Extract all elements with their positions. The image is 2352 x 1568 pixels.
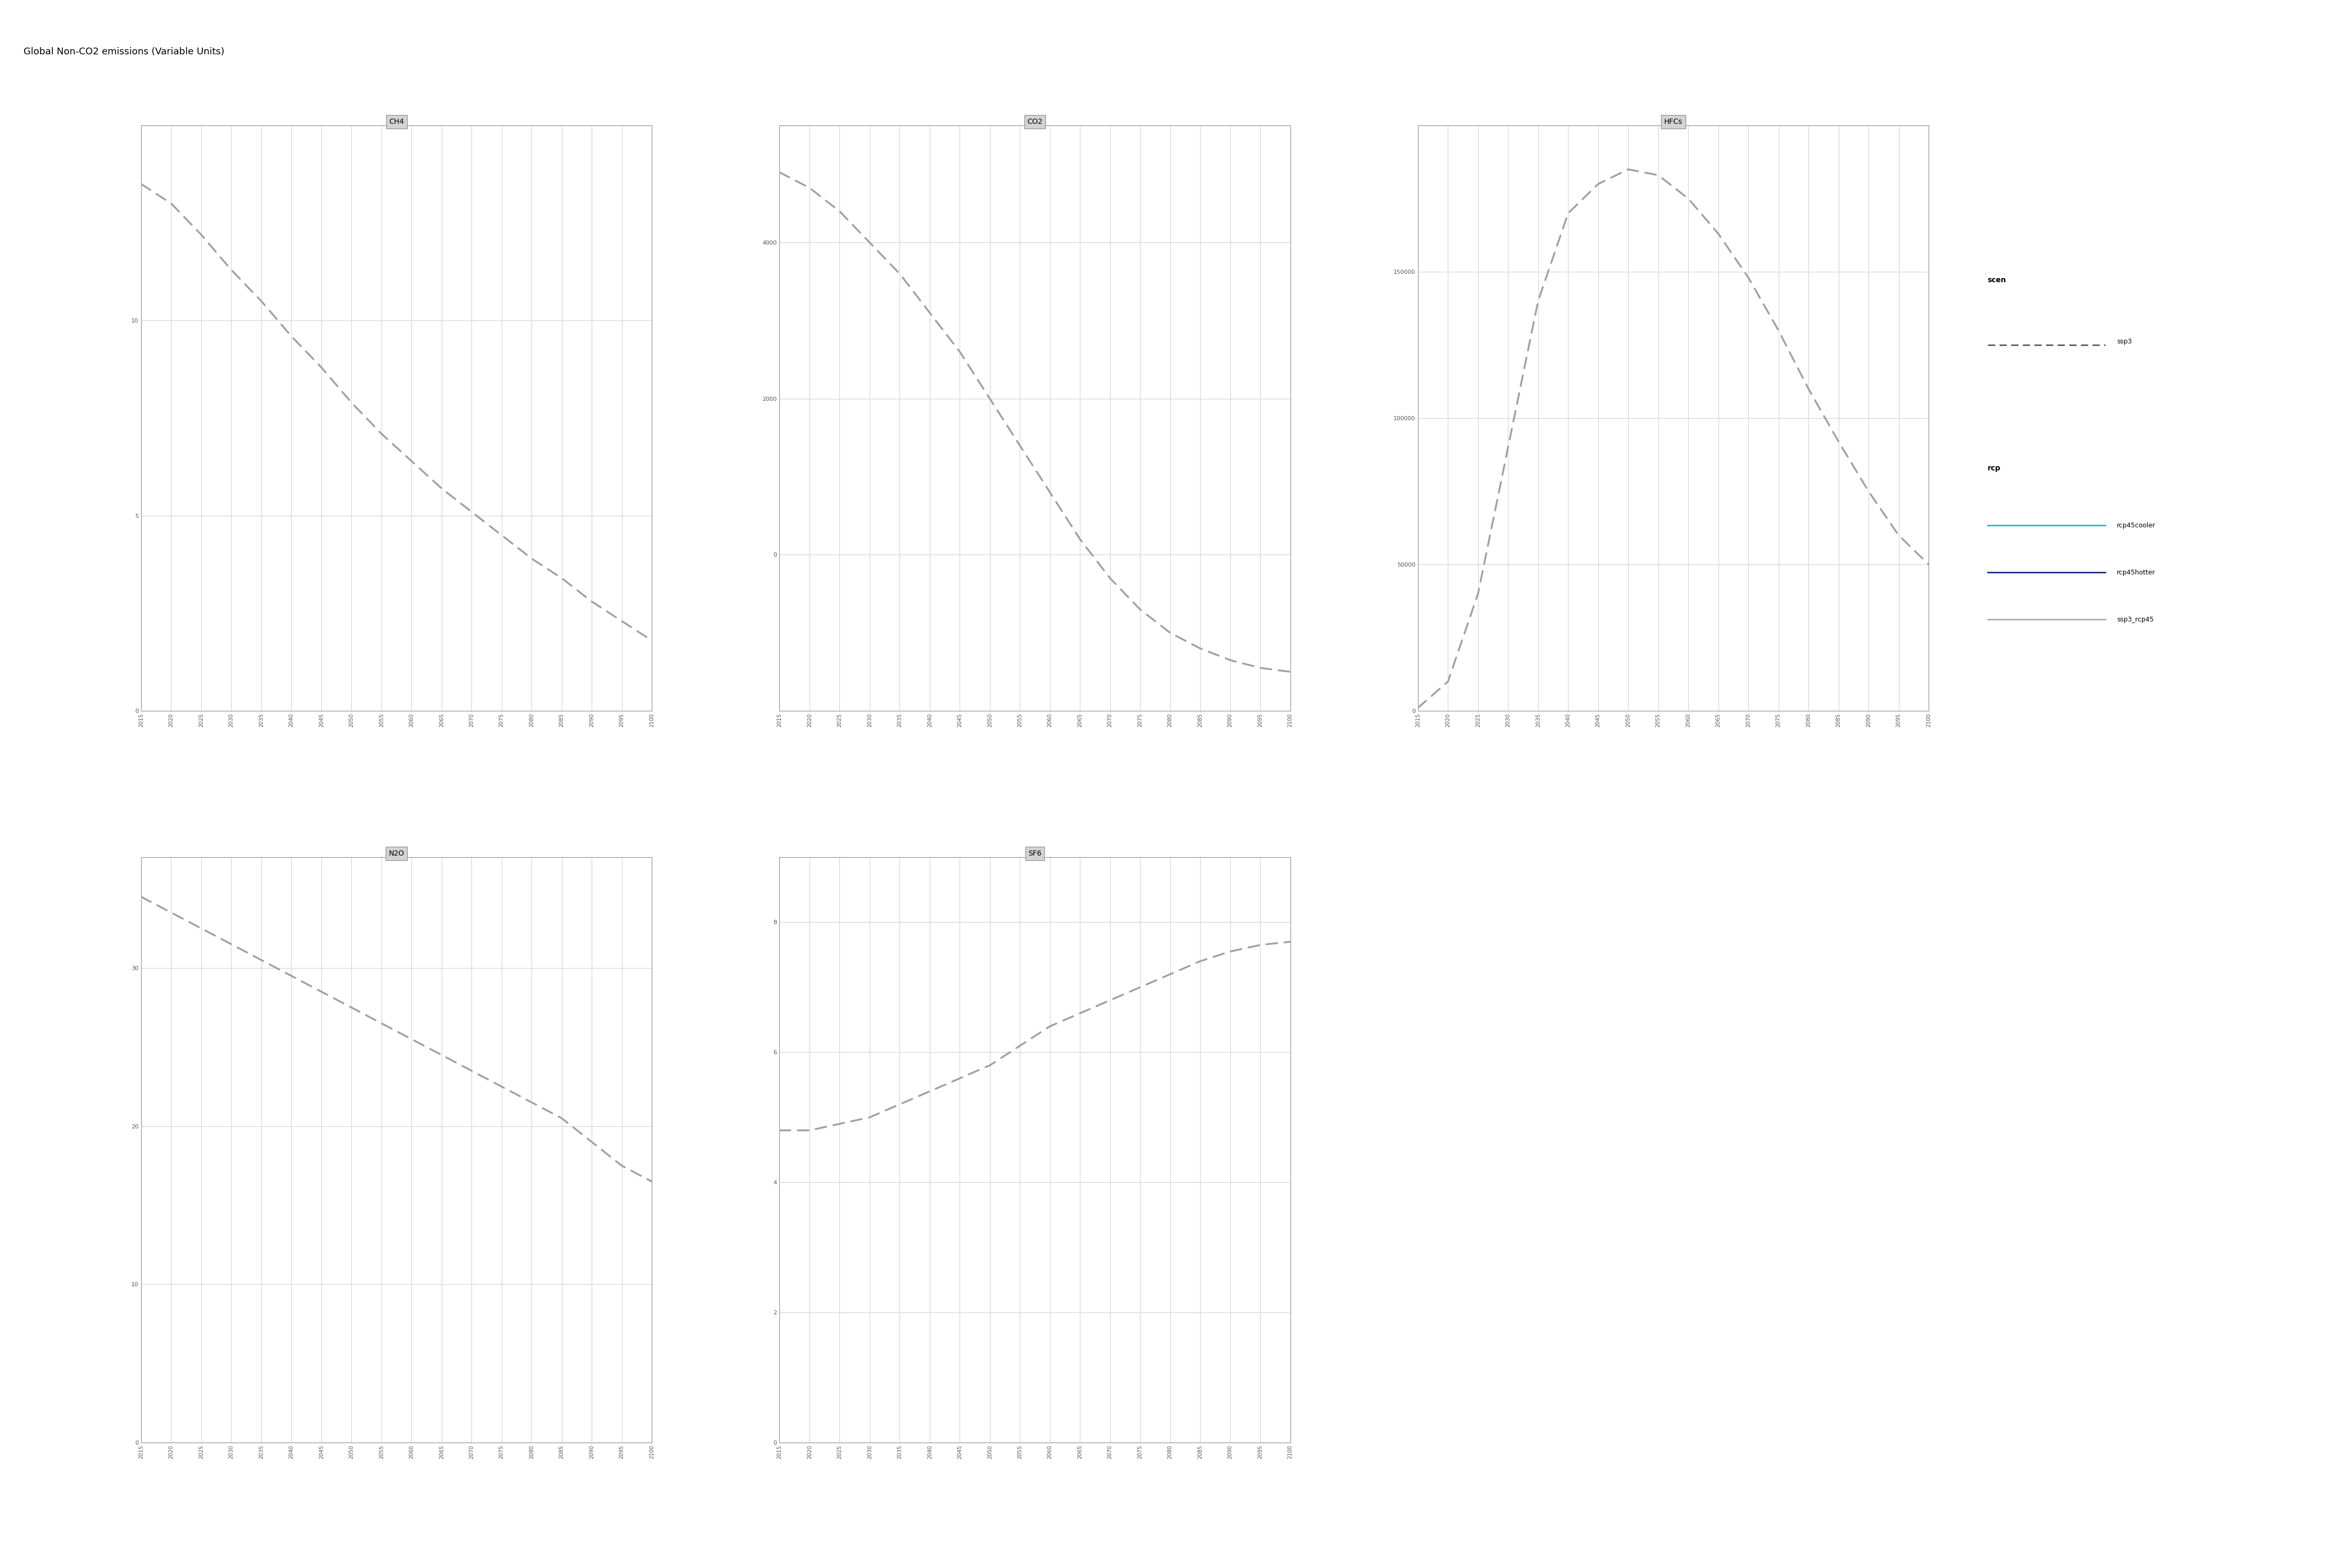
Text: ssp3: ssp3 <box>2117 339 2131 345</box>
Text: rcp45hotter: rcp45hotter <box>2117 569 2154 575</box>
Title: CH4: CH4 <box>388 118 405 125</box>
Title: SF6: SF6 <box>1028 850 1042 858</box>
Title: HFCs: HFCs <box>1665 118 1682 125</box>
Title: N2O: N2O <box>388 850 405 858</box>
Title: CO2: CO2 <box>1028 118 1042 125</box>
Text: ssp3_rcp45: ssp3_rcp45 <box>2117 616 2154 622</box>
Text: rcp: rcp <box>1987 464 2002 472</box>
Text: Global Non-CO2 emissions (Variable Units): Global Non-CO2 emissions (Variable Units… <box>24 47 223 56</box>
Text: scen: scen <box>1987 276 2006 284</box>
Text: rcp45cooler: rcp45cooler <box>2117 522 2157 528</box>
